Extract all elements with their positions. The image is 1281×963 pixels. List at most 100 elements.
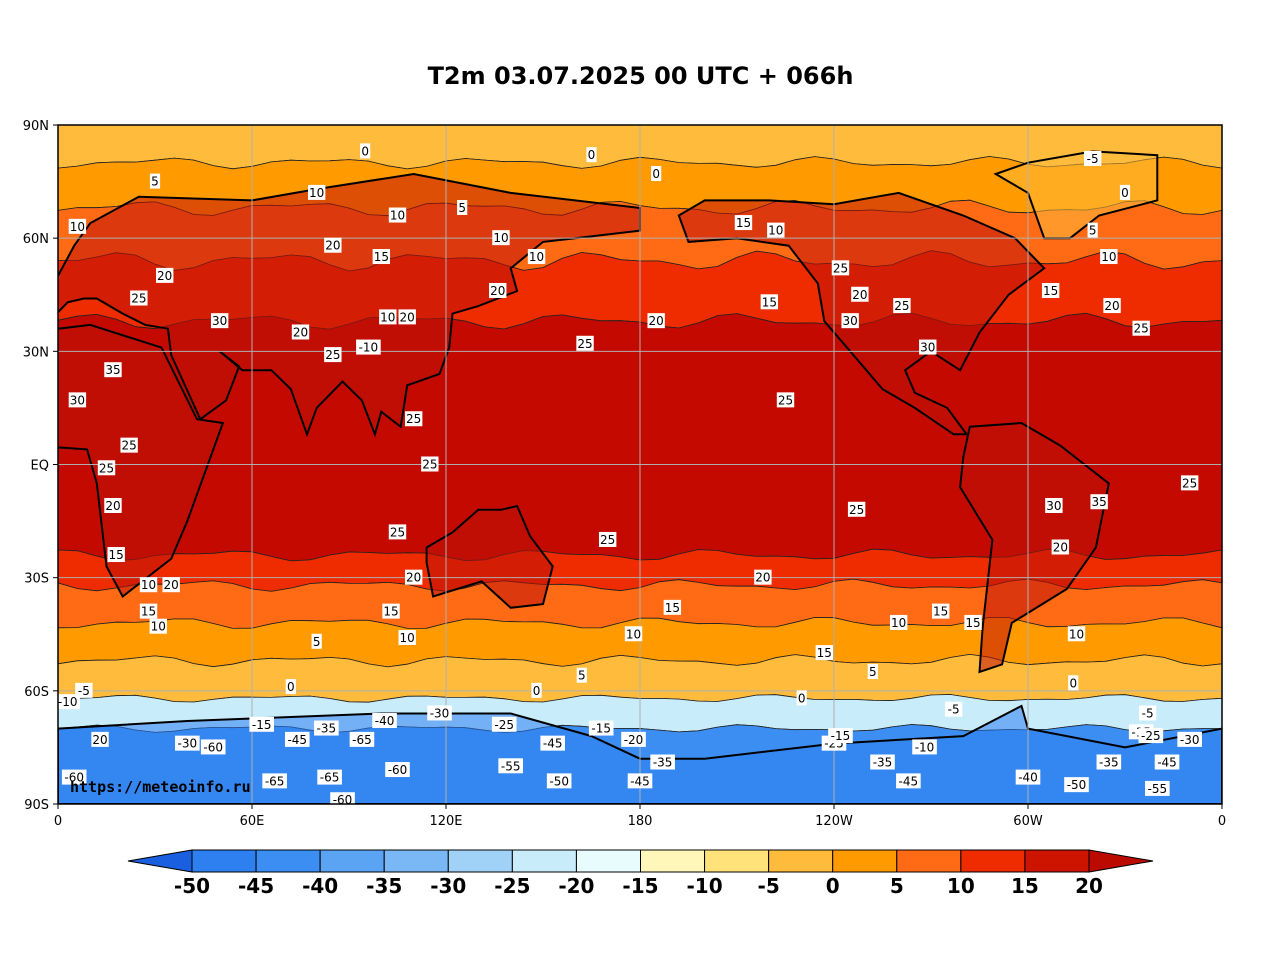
svg-text:0: 0: [287, 680, 295, 694]
svg-text:-40: -40: [1018, 771, 1038, 785]
isotherm-label: 15: [1041, 282, 1060, 298]
lon-tick-label: 60E: [240, 814, 265, 829]
svg-text:5: 5: [458, 201, 466, 215]
svg-text:30: 30: [70, 393, 85, 407]
lat-tick-label: 30S: [24, 572, 49, 587]
map-title: T2m 03.07.2025 00 UTC + 066h: [427, 62, 854, 90]
svg-text:15: 15: [933, 605, 948, 619]
isotherm-label: 5: [457, 199, 468, 215]
svg-text:30: 30: [843, 314, 858, 328]
isotherm-label: 25: [388, 524, 407, 540]
svg-text:15: 15: [762, 295, 777, 309]
svg-text:15: 15: [965, 616, 980, 630]
svg-text:20: 20: [852, 288, 867, 302]
isotherm-label: 30: [1045, 497, 1063, 513]
colorbar-segment: [832, 849, 898, 873]
isotherm-label: 10: [388, 207, 407, 223]
svg-text:0: 0: [361, 144, 369, 158]
svg-text:20: 20: [105, 499, 120, 513]
svg-text:5: 5: [151, 175, 159, 189]
isotherm-label: -65: [349, 731, 375, 747]
isotherm-label: 25: [120, 437, 138, 453]
svg-text:5: 5: [869, 665, 877, 679]
svg-text:15: 15: [736, 216, 751, 230]
isotherm-label: 35: [104, 362, 122, 378]
isotherm-label: -50: [1064, 777, 1089, 793]
svg-text:20: 20: [649, 314, 664, 328]
isotherm-label: 15: [139, 603, 158, 619]
isotherm-label: 0: [360, 143, 371, 159]
colorbar-label: -10: [687, 874, 723, 898]
svg-text:25: 25: [325, 348, 340, 362]
continent-africa: [58, 323, 225, 599]
isotherm-label: 10: [379, 309, 397, 325]
lon-tick-label: 120E: [429, 814, 462, 829]
svg-text:20: 20: [325, 239, 340, 253]
svg-text:10: 10: [309, 186, 324, 200]
isotherm-label: 25: [97, 460, 116, 476]
svg-text:15: 15: [374, 250, 389, 264]
svg-text:-50: -50: [549, 774, 569, 788]
svg-text:5: 5: [1089, 224, 1097, 238]
svg-text:10: 10: [70, 220, 85, 234]
isotherm-label: 10: [1067, 626, 1086, 642]
isotherm-label: -10: [912, 739, 937, 755]
continent-south-america: [959, 421, 1110, 674]
svg-text:-20: -20: [624, 733, 644, 747]
isotherm-label: 25: [847, 501, 866, 517]
isotherm-label: 30: [841, 313, 859, 329]
svg-text:0: 0: [798, 691, 806, 705]
isotherm-label: 5: [576, 667, 587, 683]
svg-text:20: 20: [755, 571, 770, 585]
isotherm-label: 5: [867, 663, 878, 679]
svg-text:-65: -65: [320, 771, 340, 785]
isotherm-label: -60: [385, 762, 410, 778]
svg-text:25: 25: [99, 461, 114, 475]
isotherm-label: 15: [107, 547, 125, 563]
svg-text:-60: -60: [203, 740, 223, 754]
colorbar-label: 0: [826, 874, 840, 898]
isotherm-label: 20: [1051, 539, 1070, 555]
colorbar-segment: [319, 849, 385, 873]
isotherm-label: -5: [75, 682, 93, 698]
svg-text:-40: -40: [375, 714, 395, 728]
svg-text:10: 10: [891, 616, 906, 630]
svg-text:-35: -35: [653, 756, 673, 770]
svg-text:-50: -50: [1067, 778, 1087, 792]
svg-text:-35: -35: [317, 722, 337, 736]
isotherm-label: -10: [356, 339, 381, 355]
svg-text:25: 25: [600, 533, 615, 547]
svg-text:25: 25: [390, 525, 405, 539]
isotherm-label: -45: [896, 773, 921, 789]
isotherm-label: 25: [421, 456, 439, 472]
lon-tick-label: 0: [54, 814, 62, 829]
isotherm-label: -25: [1138, 728, 1164, 744]
svg-text:20: 20: [164, 578, 179, 592]
svg-text:-55: -55: [501, 759, 521, 773]
isotherm-label: -65: [262, 773, 287, 789]
isotherm-label: 20: [104, 497, 122, 513]
isotherm-label: -5: [1138, 705, 1157, 721]
svg-text:-35: -35: [1099, 756, 1119, 770]
svg-text:30: 30: [920, 341, 935, 355]
svg-text:0: 0: [533, 684, 541, 698]
svg-text:15: 15: [141, 605, 156, 619]
isotherm-label: 0: [586, 147, 597, 163]
isotherm-label: -65: [317, 769, 342, 785]
colorbar-segment: [447, 849, 513, 873]
isotherm-label: 0: [285, 679, 296, 695]
svg-text:10: 10: [400, 631, 415, 645]
colorbar-segment: [640, 849, 706, 873]
isotherm-label: 10: [139, 577, 158, 593]
continent-australia: [425, 504, 554, 609]
isotherm-label: 20: [404, 569, 423, 585]
svg-text:10: 10: [1101, 250, 1116, 264]
watermark-url[interactable]: https://meteoinfo.ru: [70, 778, 251, 796]
svg-text:-45: -45: [1157, 756, 1177, 770]
isotherm-label: 5: [149, 173, 161, 189]
isotherm-label: 20: [156, 267, 174, 283]
svg-text:20: 20: [1053, 540, 1068, 554]
isotherm-label: -45: [1154, 754, 1180, 770]
svg-text:10: 10: [380, 310, 395, 324]
isotherm-label: 25: [576, 335, 594, 351]
